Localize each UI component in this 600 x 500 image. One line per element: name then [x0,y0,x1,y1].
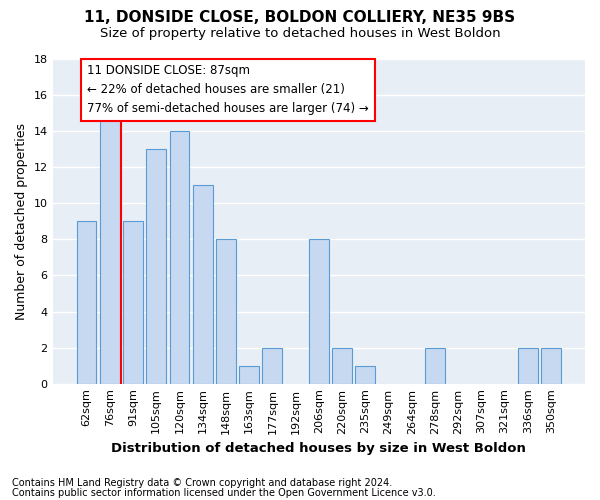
Bar [332,348,352,384]
Bar [77,222,97,384]
Text: Size of property relative to detached houses in West Boldon: Size of property relative to detached ho… [100,28,500,40]
Bar [518,348,538,384]
Bar [100,113,119,384]
Text: Contains public sector information licensed under the Open Government Licence v3: Contains public sector information licen… [12,488,436,498]
X-axis label: Distribution of detached houses by size in West Boldon: Distribution of detached houses by size … [112,442,526,455]
Bar [262,348,282,384]
Bar [170,131,190,384]
Bar [193,186,212,384]
Bar [146,149,166,384]
Bar [309,240,329,384]
Bar [239,366,259,384]
Text: 11 DONSIDE CLOSE: 87sqm
← 22% of detached houses are smaller (21)
77% of semi-de: 11 DONSIDE CLOSE: 87sqm ← 22% of detache… [87,64,369,116]
Bar [216,240,236,384]
Bar [123,222,143,384]
Y-axis label: Number of detached properties: Number of detached properties [15,123,28,320]
Text: Contains HM Land Registry data © Crown copyright and database right 2024.: Contains HM Land Registry data © Crown c… [12,478,392,488]
Bar [541,348,561,384]
Text: 11, DONSIDE CLOSE, BOLDON COLLIERY, NE35 9BS: 11, DONSIDE CLOSE, BOLDON COLLIERY, NE35… [85,10,515,25]
Bar [425,348,445,384]
Bar [355,366,375,384]
